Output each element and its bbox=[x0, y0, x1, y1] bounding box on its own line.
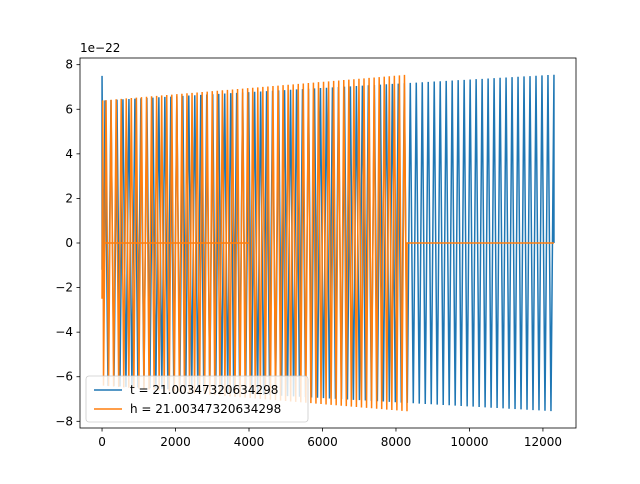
y-tick-label: 8 bbox=[65, 58, 73, 72]
y-tick-label: 6 bbox=[65, 102, 73, 116]
x-tick-label: 2000 bbox=[160, 435, 191, 449]
legend-label: t = 21.00347320634298 bbox=[130, 383, 278, 397]
y-tick-label: −6 bbox=[55, 370, 73, 384]
y-tick-label: 4 bbox=[65, 147, 73, 161]
y-offset-label: 1e−22 bbox=[80, 41, 120, 55]
y-tick-label: −2 bbox=[55, 281, 73, 295]
x-tick-label: 12000 bbox=[524, 435, 562, 449]
x-axis: 0 2000 4000 6000 8000 10000 12000 bbox=[98, 428, 562, 449]
x-tick-label: 10000 bbox=[450, 435, 488, 449]
y-tick-label: 0 bbox=[65, 236, 73, 250]
x-tick-label: 4000 bbox=[234, 435, 265, 449]
y-tick-label: −4 bbox=[55, 325, 73, 339]
x-tick-label: 8000 bbox=[381, 435, 412, 449]
y-tick-label: −8 bbox=[55, 414, 73, 428]
x-tick-label: 6000 bbox=[307, 435, 338, 449]
legend-box bbox=[85, 375, 309, 423]
legend: t = 21.00347320634298 h = 21.003473206342… bbox=[85, 375, 309, 423]
y-tick-label: 2 bbox=[65, 191, 73, 205]
x-tick-label: 0 bbox=[98, 435, 106, 449]
legend-label: h = 21.00347320634298 bbox=[130, 402, 281, 416]
y-axis: −8 −6 −4 −2 0 2 4 6 8 bbox=[55, 58, 80, 428]
